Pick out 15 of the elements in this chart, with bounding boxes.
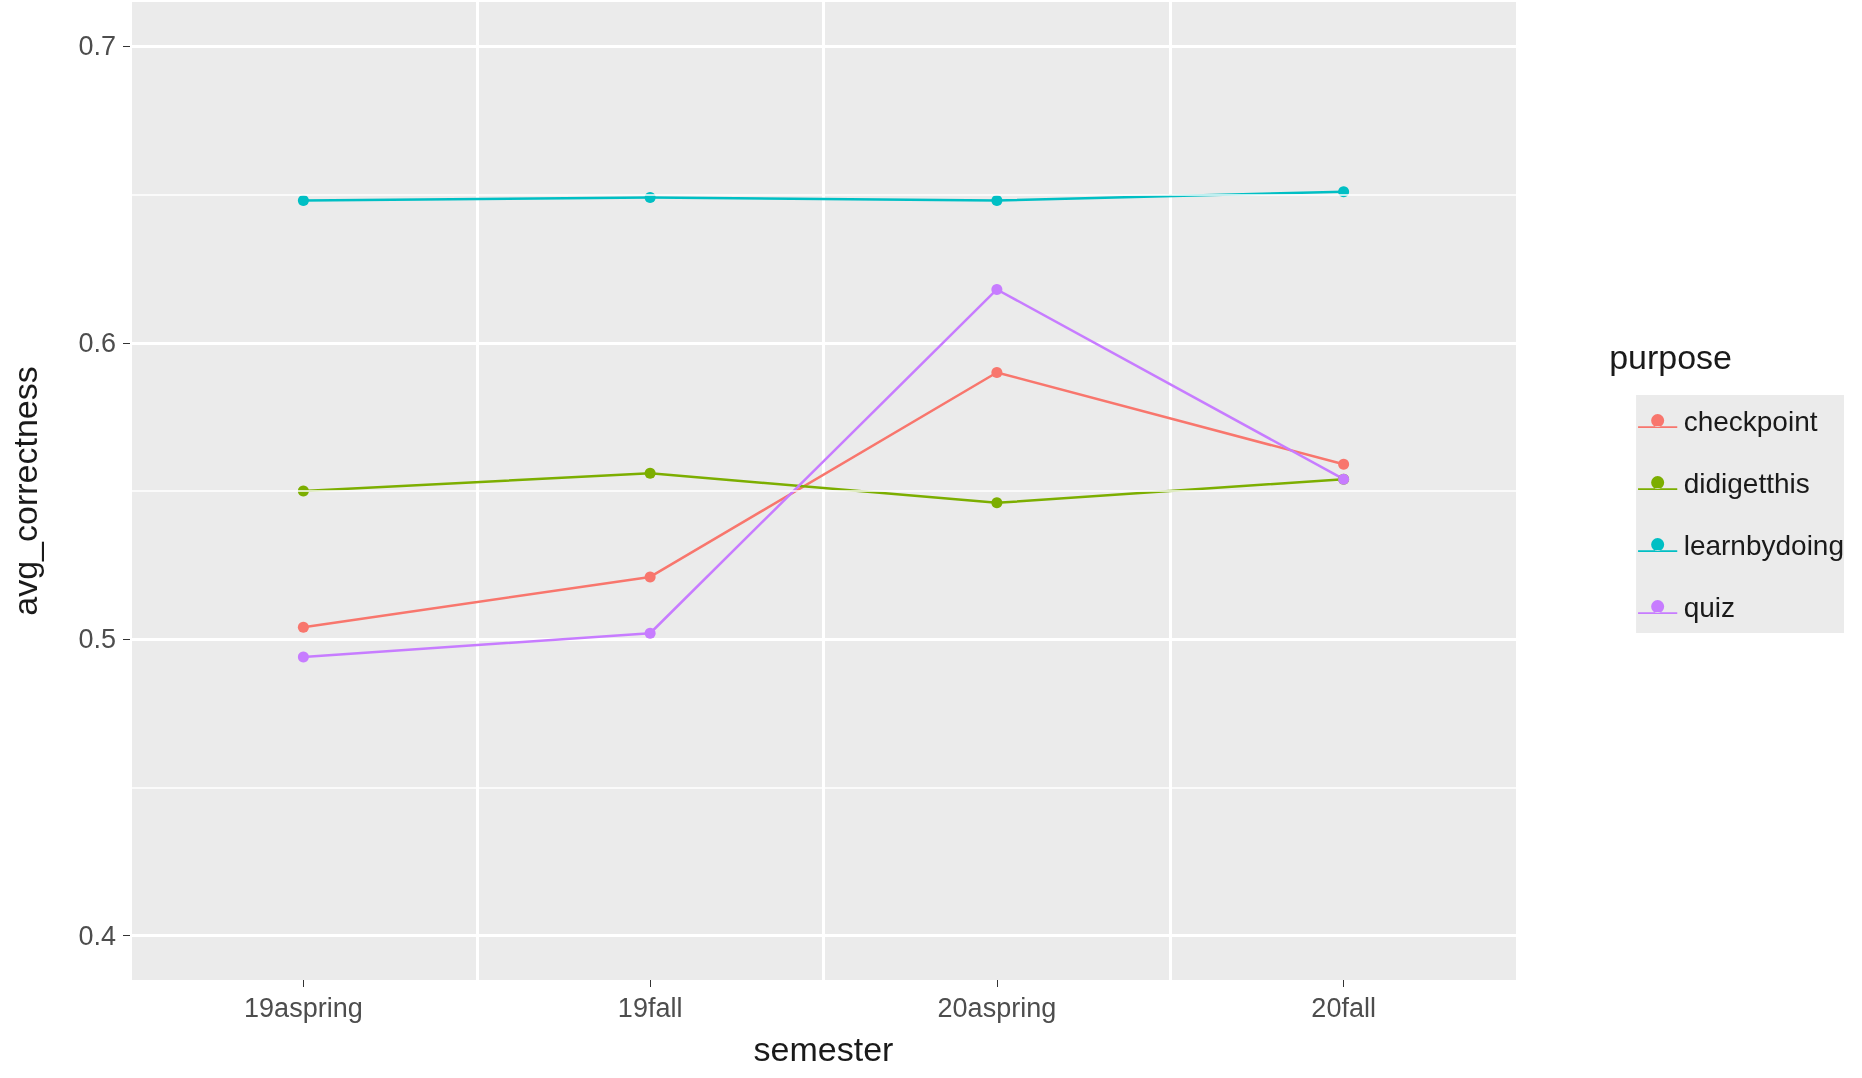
y-tick-label: 0.5 <box>78 624 116 655</box>
legend-label: didigetthis <box>1683 467 1810 499</box>
y-axis-title: avg_correctness <box>6 366 44 616</box>
x-tick-label: 20aspring <box>937 992 1057 1023</box>
x-axis-title: semester <box>753 1030 894 1068</box>
legend-label: checkpoint <box>1683 405 1818 437</box>
x-tick-label: 20fall <box>1311 992 1376 1023</box>
y-tick-label: 0.4 <box>78 920 116 951</box>
x-tick-label: 19fall <box>617 992 683 1023</box>
x-tick-label: 19aspring <box>244 992 363 1023</box>
legend-label: learnbydoing <box>1683 529 1844 561</box>
legend-title: purpose <box>1609 338 1733 376</box>
legend-label: quiz <box>1683 591 1736 623</box>
y-tick-label: 0.6 <box>78 327 116 358</box>
y-tick-label: 0.7 <box>78 31 116 62</box>
